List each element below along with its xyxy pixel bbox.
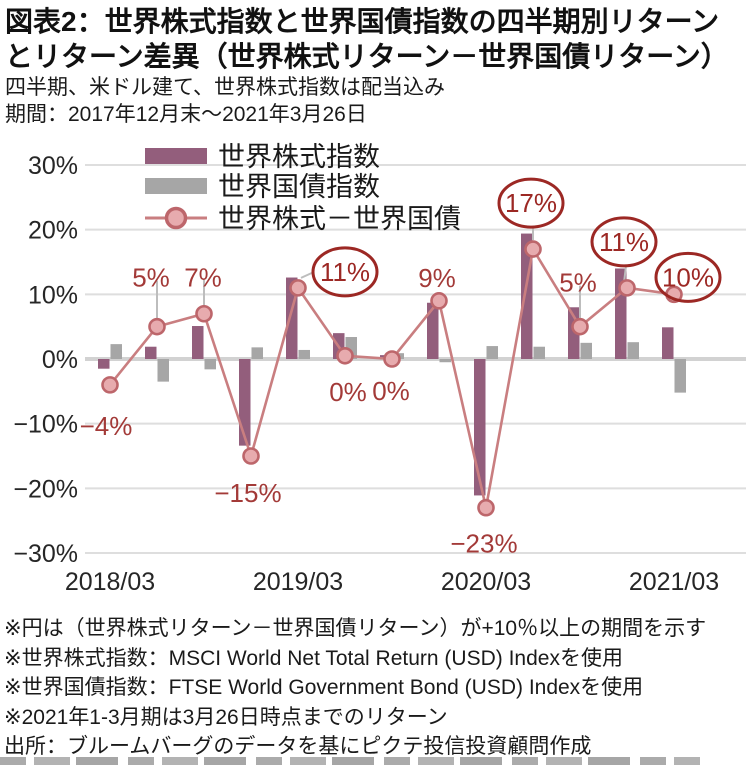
- stock-return-bar: [568, 307, 580, 359]
- footnote-source: 出所：ブルームバーグのデータを基にピクテ投信投資顧問作成: [4, 735, 592, 758]
- diff-marker: [477, 498, 495, 517]
- bond-return-bar: [627, 342, 639, 359]
- diff-marker: [289, 279, 307, 297]
- diff-value-label-circled: 10%: [662, 262, 714, 292]
- stock-return-bar: [98, 359, 110, 369]
- stock-return-bar: [615, 268, 627, 359]
- diff-line-series: [101, 240, 683, 517]
- x-axis-tick-label: 2019/03: [253, 568, 343, 596]
- stock-return-bar: [662, 327, 674, 359]
- stock-return-bar: [192, 326, 204, 359]
- y-axis-tick-label: 10%: [28, 281, 78, 309]
- chart-header: 図表2：世界株式指数と世界国債指数の四半期別リターン とリターン差異（世界株式リ…: [5, 4, 747, 128]
- bond-return-bar: [298, 349, 310, 359]
- bond-return-bar: [157, 359, 169, 382]
- point-labels: −4%5% 7%−15%11%0% 0%9%−23%17%5%11%10%: [80, 177, 722, 559]
- bond-return-bar: [345, 337, 357, 359]
- page-title-line2: とリターン差異（世界株式リターン－世界国債リターン）: [5, 41, 729, 72]
- stock-return-bar: [427, 302, 439, 359]
- footnote-circle-rule: ※円は（世界株式リターン－世界国債リターン）が+10％以上の期間を示す: [4, 617, 707, 640]
- footnote-bond-index: ※世界国債指数：FTSE World Government Bond (USD)…: [4, 676, 644, 699]
- diff-marker: [571, 317, 589, 336]
- footnotes: ※円は（世界株式リターン－世界国債リターン）が+10％以上の期間を示す ※世界株…: [4, 614, 748, 762]
- diff-value-label: −15%: [214, 478, 281, 508]
- diff-value-label-circled: 17%: [505, 188, 557, 218]
- y-axis-tick-label: −20%: [13, 475, 78, 503]
- stock-return-bar: [474, 359, 486, 496]
- chart-canvas: 30% 20% 10% 0% −10% −20% −30%2018/03 2019/03 202…: [13, 142, 746, 596]
- diff-marker: [101, 376, 119, 394]
- clipped-next-line: [0, 757, 700, 765]
- bond-return-bar: [533, 346, 545, 359]
- diff-marker: [524, 240, 542, 258]
- stock-return-bar: [239, 359, 251, 446]
- x-axis-tick-label: 2021/03: [629, 568, 719, 596]
- bond-return-bar: [486, 346, 498, 359]
- diff-value-label-circled: 11%: [320, 257, 370, 287]
- stock-return-bar: [286, 277, 298, 359]
- diff-value-label: 0%: [329, 377, 367, 407]
- diff-marker: [195, 304, 213, 323]
- highlight-circle: [311, 246, 379, 298]
- stock-return-bar: [521, 233, 533, 359]
- legend-marker-sample: [164, 206, 188, 230]
- chart-subtitle: 四半期、米ドル建て、世界株式指数は配当込み: [5, 76, 445, 99]
- x-axis-tick-label: 2020/03: [441, 568, 531, 596]
- bond-return-bar: [251, 347, 263, 359]
- bond-return-bar: [580, 342, 592, 359]
- diff-marker: [242, 447, 260, 465]
- legend-label: 世界国債指数: [218, 172, 380, 202]
- highlight-circle: [654, 251, 722, 303]
- diff-value-label: 5%: [559, 268, 597, 298]
- quarterly-return-chart: 30% 20% 10% 0% −10% −20% −30% 2018/03 2019/03 202…: [0, 140, 750, 610]
- footnote-2021-period: ※2021年1-3月期は3月26日時点までのリターン: [4, 705, 448, 729]
- bond-return-bar: [439, 359, 451, 363]
- footnote-stock-index: ※世界株式指数：MSCI World Net Total Return (USD…: [4, 646, 623, 670]
- diff-marker: [618, 279, 636, 297]
- highlight-circle: [497, 177, 565, 229]
- y-axis-tick-label: −30%: [13, 540, 78, 568]
- diff-marker: [430, 292, 448, 310]
- diff-value-label: −4%: [80, 411, 133, 441]
- label-leader-lines: [156, 228, 627, 319]
- y-axis-tick-label: 0%: [42, 346, 78, 374]
- diff-marker: [383, 350, 401, 368]
- diff-marker: [148, 317, 166, 336]
- legend-swatch-bar: [145, 178, 207, 194]
- diff-value-label-circled: 11%: [599, 227, 649, 257]
- page-title-line1: 図表2：世界株式指数と世界国債指数の四半期別リターン: [5, 6, 720, 37]
- diff-marker: [336, 346, 354, 365]
- x-axis-tick-label: 2018/03: [65, 568, 155, 596]
- diff-value-label: 5%: [132, 263, 170, 293]
- legend-label: 世界株式指数: [218, 142, 380, 172]
- legend-swatch-bar: [145, 148, 207, 164]
- y-axis-tick-label: 30%: [28, 152, 78, 180]
- chart-period: 期間：2017年12月末～2021年3月26日: [5, 103, 367, 126]
- bond-return-bar: [110, 344, 122, 359]
- diff-value-label: 7%: [184, 263, 222, 293]
- x-axis: 2018/03 2019/03 2020/03 2021/03: [65, 568, 719, 596]
- bars: [98, 233, 686, 496]
- y-axis-tick-label: −10%: [13, 411, 78, 439]
- y-axis-tick-label: 20%: [28, 217, 78, 245]
- diff-value-label: −23%: [450, 529, 517, 559]
- highlight-circle: [590, 216, 658, 268]
- bond-return-bar: [204, 359, 216, 370]
- legend-label: 世界株式－世界国債: [218, 204, 461, 234]
- bond-return-bar: [674, 359, 686, 393]
- label-leader-line: [300, 271, 313, 279]
- stock-return-bar: [145, 346, 157, 359]
- diff-value-label: 9%: [418, 263, 456, 293]
- diff-value-label: 0%: [372, 376, 410, 406]
